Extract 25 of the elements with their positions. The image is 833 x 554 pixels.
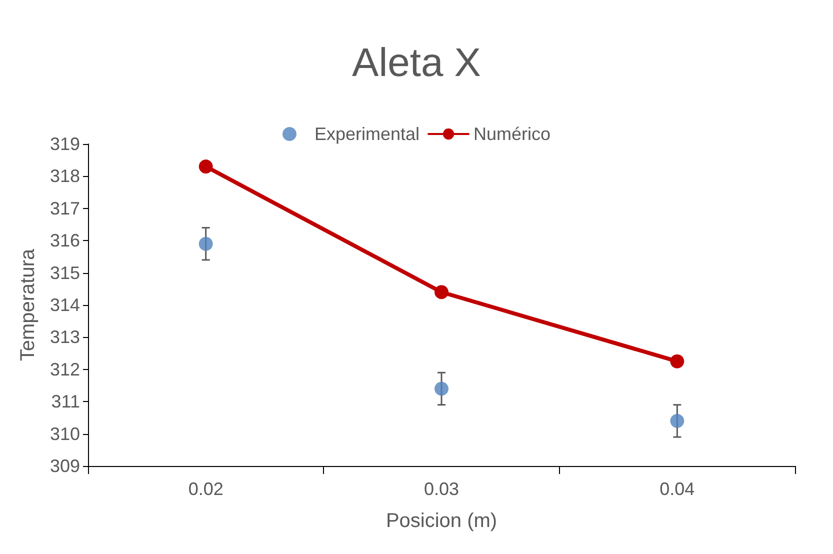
y-tick-label: 316 — [50, 230, 80, 251]
y-tick-label: 318 — [50, 166, 80, 186]
y-tick-label: 312 — [50, 359, 80, 380]
point — [434, 285, 448, 300]
point — [670, 414, 684, 428]
y-tick-label: 315 — [50, 262, 80, 283]
y-tick-label: 319 — [50, 134, 80, 154]
y-axis-title: Temperatura — [17, 248, 39, 362]
x-tick-label: 0.03 — [424, 479, 460, 499]
point — [434, 382, 448, 396]
legend-label: Numérico — [474, 124, 551, 144]
y-tick-label: 313 — [50, 327, 80, 348]
x-tick-label: 0.04 — [660, 479, 695, 499]
y-tick-label: 309 — [50, 456, 80, 476]
x-tick-label: 0.02 — [188, 479, 224, 499]
point — [198, 236, 213, 251]
point — [198, 160, 213, 174]
chart-title: Aleta X — [352, 41, 481, 85]
y-tick-label: 311 — [51, 392, 80, 412]
y-tick-label: 314 — [50, 295, 80, 315]
legend-label: Experimental — [314, 124, 420, 144]
y-tick-label: 317 — [50, 198, 80, 218]
point — [670, 354, 684, 368]
y-tick-label: 310 — [50, 424, 80, 444]
x-axis-title: Posicion (m) — [386, 510, 498, 532]
